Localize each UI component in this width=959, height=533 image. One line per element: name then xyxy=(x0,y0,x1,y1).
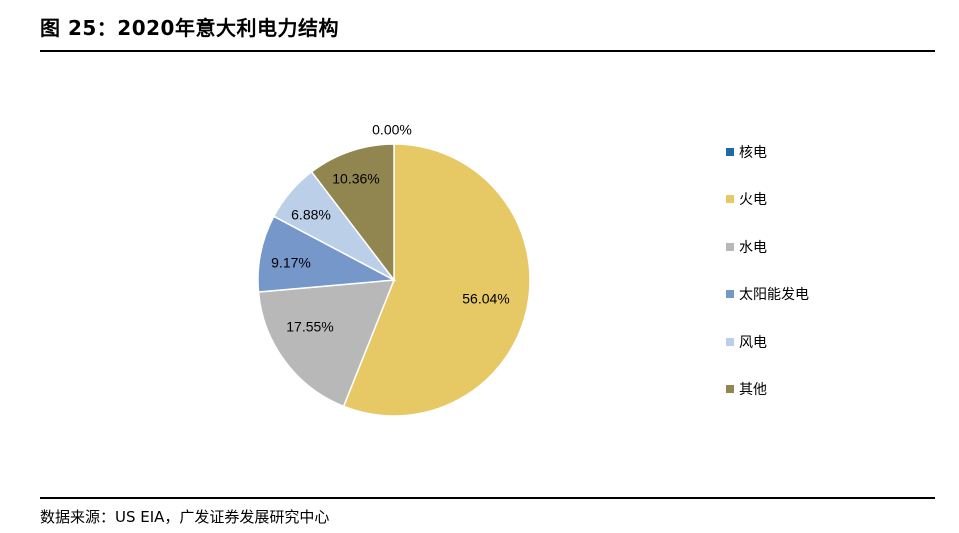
legend-item-3: 水电 xyxy=(726,239,767,256)
legend-label: 火电 xyxy=(739,192,767,209)
pie-slice-3 xyxy=(257,279,396,408)
source-note: 数据来源：US EIA，广发证券发展研究中心 xyxy=(40,508,330,526)
source-rule xyxy=(40,497,935,499)
legend-swatch xyxy=(726,385,734,393)
legend-label: 风电 xyxy=(739,334,767,351)
legend-label: 太阳能发电 xyxy=(739,287,809,304)
legend-item-5: 风电 xyxy=(726,334,767,351)
data-label-4: 9.17% xyxy=(271,255,311,271)
data-label-3: 17.55% xyxy=(286,319,333,335)
legend-swatch xyxy=(726,242,734,251)
figure-title: 图 25：2020年意大利电力结构 xyxy=(40,16,339,40)
legend-item-1: 核电 xyxy=(726,144,767,161)
legend-item-4: 太阳能发电 xyxy=(726,286,809,304)
pie-slice-6 xyxy=(310,143,395,283)
legend-swatch xyxy=(726,195,734,204)
pie-slice-2 xyxy=(342,143,531,417)
data-label-5: 6.88% xyxy=(291,207,331,223)
legend-swatch xyxy=(726,290,734,299)
data-label-2: 56.04% xyxy=(462,291,509,307)
legend-swatch xyxy=(726,148,734,156)
title-rule xyxy=(40,50,935,52)
legend-swatch xyxy=(726,337,734,346)
legend-item-6: 其他 xyxy=(726,381,767,398)
data-label-6: 10.36% xyxy=(332,171,379,187)
legend-item-2: 火电 xyxy=(726,191,767,209)
legend-label: 其他 xyxy=(739,382,767,398)
data-label-1: 0.00% xyxy=(372,122,412,138)
legend-label: 核电 xyxy=(739,145,767,161)
pie-slice-4 xyxy=(257,215,397,293)
legend-label: 水电 xyxy=(739,239,767,256)
